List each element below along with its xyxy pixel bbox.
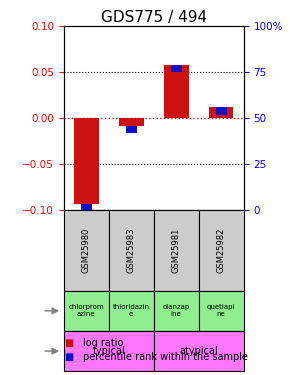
Text: ■: ■ [64,352,73,362]
Text: olanzap
ine: olanzap ine [163,304,190,317]
Text: log ratio: log ratio [83,338,123,348]
Text: atypical: atypical [179,346,218,356]
Bar [64,291,109,331]
Text: typical: typical [93,346,125,356]
Bar [199,291,244,331]
Text: GSM25982: GSM25982 [217,228,226,273]
Bar [119,118,144,126]
Bar [154,291,199,331]
Text: quetiapi
ne: quetiapi ne [207,304,235,317]
Bar [64,210,109,291]
Text: GSM25983: GSM25983 [127,228,136,273]
Bar [126,126,137,133]
Bar [74,118,99,204]
Bar [81,204,92,211]
Bar [209,107,233,118]
Text: percentile rank within the sample: percentile rank within the sample [83,352,248,362]
Bar [154,331,244,371]
Bar [199,210,244,291]
Bar [154,210,199,291]
Text: GSM25980: GSM25980 [82,228,91,273]
Bar [64,331,154,371]
Bar [109,210,154,291]
Bar [171,65,182,72]
Bar [164,65,189,118]
Text: chlorprom
azine: chlorprom azine [68,304,104,317]
Text: ■: ■ [64,338,73,348]
Text: GSM25981: GSM25981 [172,228,181,273]
Bar [215,107,227,115]
Bar [109,291,154,331]
Title: GDS775 / 494: GDS775 / 494 [101,10,207,25]
Text: thioridazin
e: thioridazin e [113,304,150,317]
